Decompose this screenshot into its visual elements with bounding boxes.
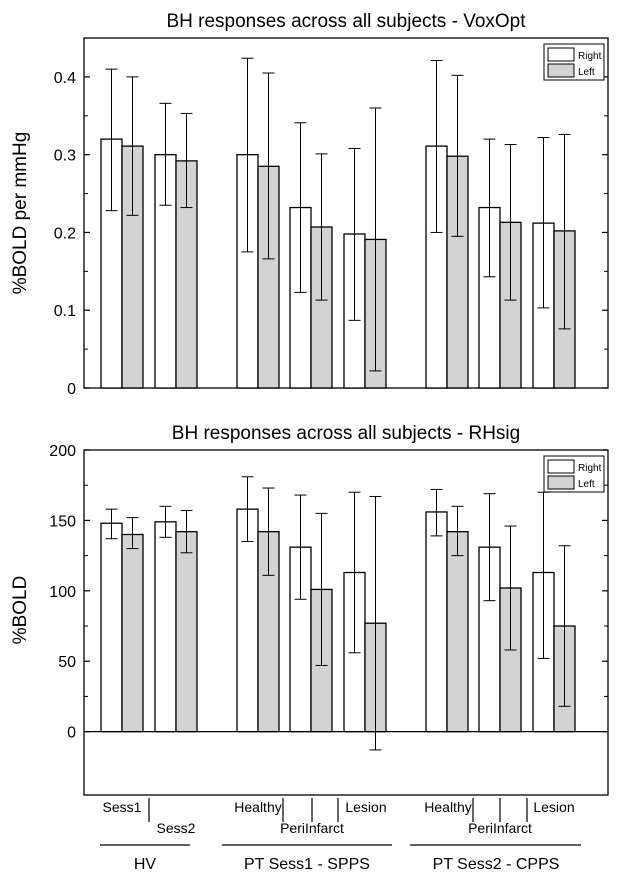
y-tick-label: 0 xyxy=(67,381,76,398)
y-tick-label: 0.3 xyxy=(54,148,76,165)
x-tick-label: Lesion xyxy=(345,799,386,815)
bar xyxy=(121,533,144,733)
x-tick-label: Healthy xyxy=(424,799,471,815)
bar xyxy=(425,511,448,733)
x-axis-labels: Sess1 Healthy Lesion Healthy Lesion Sess2 Peri… xyxy=(100,798,581,873)
chart-title: BH responses across all subjects - VoxOp… xyxy=(166,11,526,32)
group-label: HV xyxy=(134,856,157,873)
group-label: PT Sess1 - SPPS xyxy=(244,856,370,873)
plot-frame xyxy=(83,449,609,796)
legend-label: Right xyxy=(578,463,602,474)
y-axis-label: %BOLD per mmHg xyxy=(10,132,31,295)
x-tick-label: Healthy xyxy=(234,799,281,815)
x-tick-label: Lesion xyxy=(533,799,574,815)
legend-swatch xyxy=(547,475,575,490)
x-tick-label-lower: PeriInfarct xyxy=(468,820,532,836)
y-tick-label: 0 xyxy=(67,725,76,742)
y-tick-label: 200 xyxy=(49,443,76,460)
x-tick-label-lower: PeriInfarct xyxy=(280,820,344,836)
legend-swatch xyxy=(547,63,575,78)
bar xyxy=(236,508,259,733)
legend-swatch xyxy=(547,47,575,62)
legend-label: Left xyxy=(578,67,595,78)
x-tick-label-lower: Sess2 xyxy=(157,820,196,836)
legend-label: Left xyxy=(578,479,595,490)
y-tick-label: 150 xyxy=(49,513,76,530)
panel-voxopt: BH responses across all subjects - VoxOp… xyxy=(10,11,609,398)
bar xyxy=(100,522,123,733)
chart-title: BH responses across all subjects - RHsig xyxy=(172,423,520,444)
legend-swatch xyxy=(547,459,575,474)
y-tick-label: 0.4 xyxy=(54,70,76,87)
y-axis-label: %BOLD xyxy=(10,576,31,645)
y-tick-label: 50 xyxy=(58,654,76,671)
group-label: PT Sess2 - CPPS xyxy=(433,856,560,873)
y-tick-label: 0.2 xyxy=(54,225,76,242)
bar xyxy=(154,521,177,733)
y-tick-label: 0.1 xyxy=(54,303,76,320)
bar xyxy=(175,531,198,733)
y-tick-label: 100 xyxy=(49,584,76,601)
x-tick-label: Sess1 xyxy=(103,799,142,815)
legend-label: Right xyxy=(578,51,602,62)
panel-rhsig: BH responses across all subjects - RHsig… xyxy=(10,423,609,796)
bar xyxy=(446,531,469,733)
